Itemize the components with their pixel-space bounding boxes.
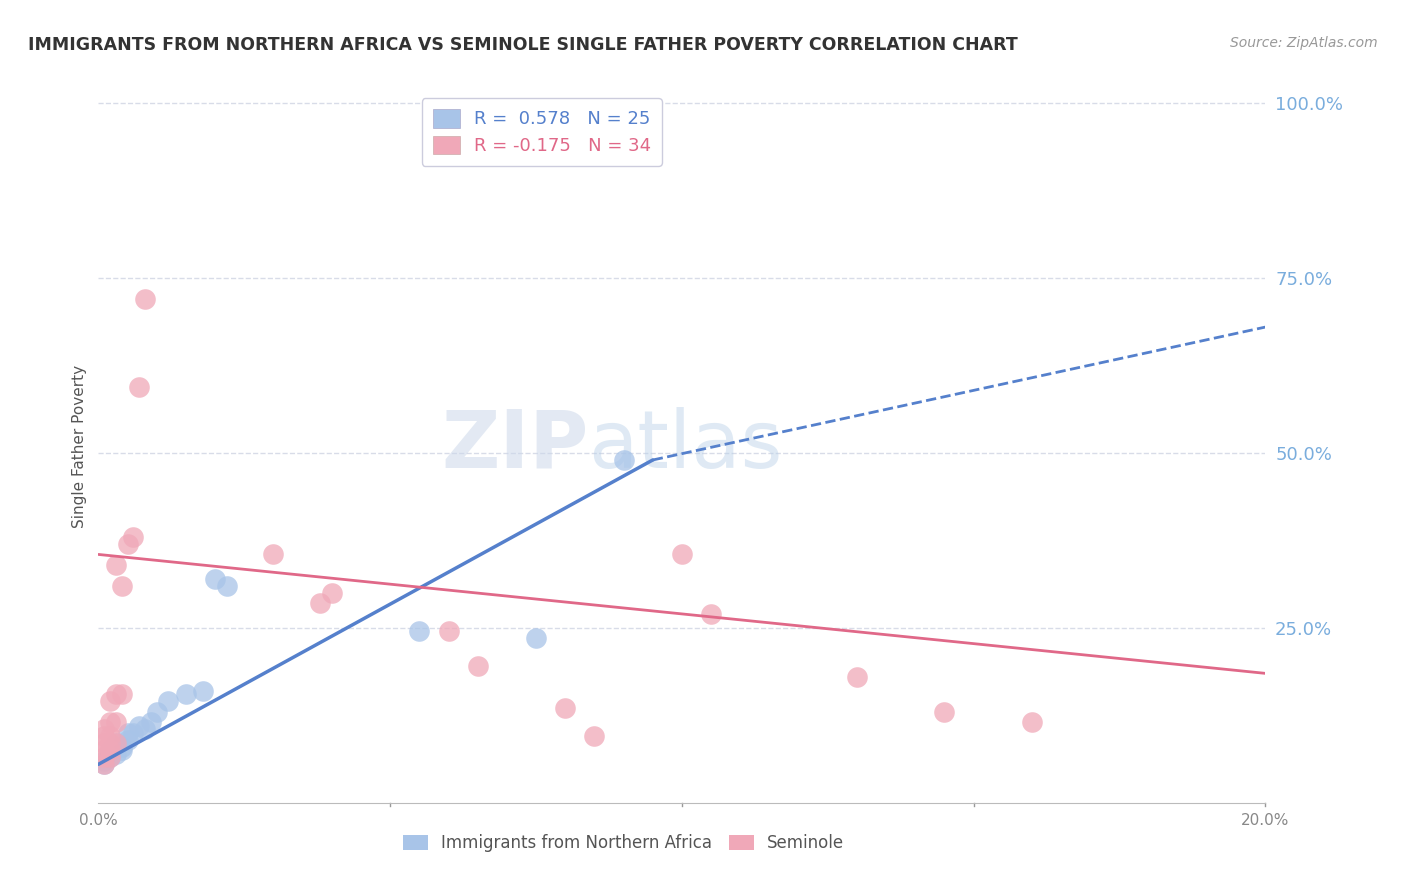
Point	[98, 743, 121, 757]
Point	[204, 572, 226, 586]
Text: Source: ZipAtlas.com: Source: ZipAtlas.com	[1230, 36, 1378, 50]
Point	[408, 624, 430, 639]
Point	[134, 292, 156, 306]
Point	[98, 694, 121, 708]
Point	[111, 739, 134, 754]
Point	[117, 537, 139, 551]
Point	[93, 754, 115, 768]
Point	[122, 726, 145, 740]
Point	[93, 757, 115, 772]
Point	[1021, 715, 1043, 730]
Text: ZIP: ZIP	[441, 407, 589, 485]
Text: atlas: atlas	[589, 407, 783, 485]
Point	[98, 743, 121, 757]
Point	[93, 736, 115, 750]
Point	[111, 743, 134, 757]
Point	[98, 729, 121, 743]
Point	[104, 715, 127, 730]
Point	[134, 723, 156, 737]
Point	[98, 750, 121, 764]
Point	[128, 719, 150, 733]
Point	[122, 530, 145, 544]
Point	[93, 750, 115, 764]
Point	[117, 732, 139, 747]
Point	[117, 726, 139, 740]
Point	[98, 750, 121, 764]
Point	[104, 739, 127, 754]
Point	[93, 743, 115, 757]
Point	[583, 729, 606, 743]
Point	[128, 379, 150, 393]
Point	[700, 607, 723, 621]
Point	[437, 624, 460, 639]
Point	[104, 747, 127, 761]
Point	[554, 701, 576, 715]
Point	[104, 687, 127, 701]
Point	[262, 548, 284, 562]
Point	[98, 736, 121, 750]
Point	[98, 747, 121, 761]
Point	[98, 715, 121, 730]
Point	[671, 548, 693, 562]
Y-axis label: Single Father Poverty: Single Father Poverty	[72, 365, 87, 527]
Point	[467, 659, 489, 673]
Point	[139, 715, 162, 730]
Point	[104, 736, 127, 750]
Text: IMMIGRANTS FROM NORTHERN AFRICA VS SEMINOLE SINGLE FATHER POVERTY CORRELATION CH: IMMIGRANTS FROM NORTHERN AFRICA VS SEMIN…	[28, 36, 1018, 54]
Point	[309, 596, 332, 610]
Point	[157, 694, 180, 708]
Point	[93, 723, 115, 737]
Point	[845, 670, 868, 684]
Point	[612, 453, 634, 467]
Point	[111, 687, 134, 701]
Point	[174, 687, 197, 701]
Point	[524, 632, 547, 646]
Point	[93, 757, 115, 772]
Point	[215, 579, 238, 593]
Legend: Immigrants from Northern Africa, Seminole: Immigrants from Northern Africa, Seminol…	[396, 828, 851, 859]
Point	[146, 705, 169, 719]
Point	[321, 586, 343, 600]
Point	[193, 684, 215, 698]
Point	[104, 736, 127, 750]
Point	[934, 705, 956, 719]
Point	[93, 729, 115, 743]
Point	[104, 558, 127, 572]
Point	[111, 579, 134, 593]
